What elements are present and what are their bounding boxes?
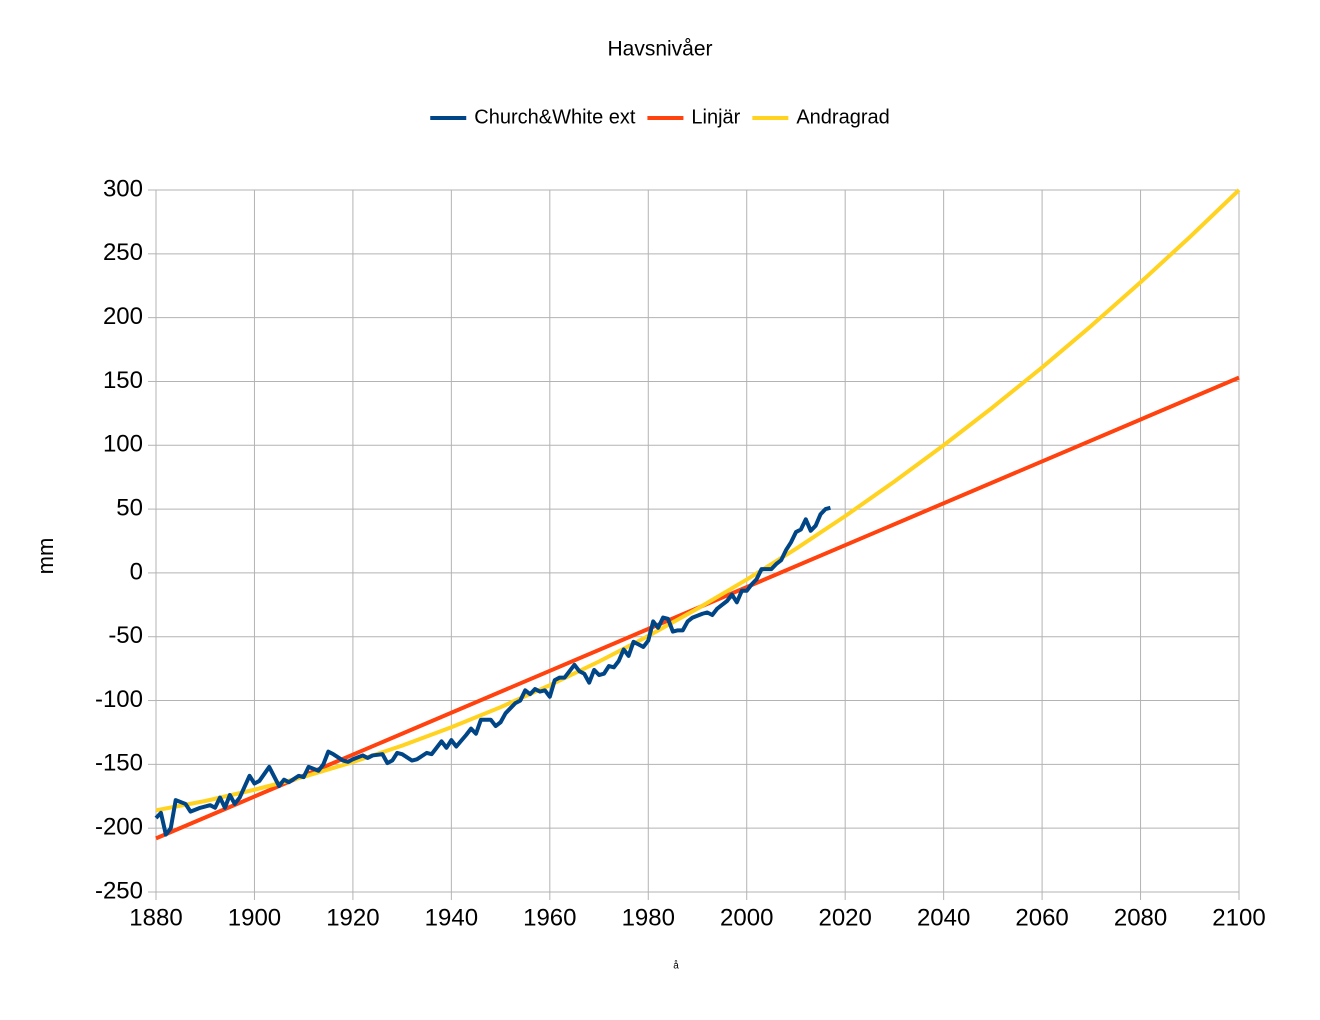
y-tick-label: -150: [95, 750, 143, 777]
x-tick-label: 2080: [1114, 904, 1167, 931]
x-tick-label: 2040: [917, 904, 970, 931]
y-tick-label: 50: [116, 494, 143, 521]
x-tick-label: 1920: [326, 904, 379, 931]
data-line: [155, 188, 1241, 813]
legend-label: Linjär: [691, 106, 740, 128]
y-tick-label: -100: [95, 686, 143, 713]
legend: Church&White ext Linjär Andragrad: [430, 106, 890, 128]
y-tick-label: 0: [130, 558, 143, 585]
x-tick-label: 2060: [1015, 904, 1068, 931]
y-tick-label: 100: [103, 431, 143, 458]
chart-title: Havsnivåer: [607, 38, 712, 61]
x-tick-label: 2100: [1212, 904, 1265, 931]
x-tick-label: 1960: [523, 904, 576, 931]
x-tick-label: 1880: [129, 904, 182, 931]
y-tick-label: -200: [95, 814, 143, 841]
x-tick-label: 2000: [720, 904, 773, 931]
legend-label: Church&White ext: [474, 106, 636, 128]
y-tick-label: 150: [103, 367, 143, 394]
y-tick-label: 300: [103, 175, 143, 202]
x-axis-label: å: [673, 960, 679, 972]
x-tick-label: 1900: [228, 904, 281, 931]
x-tick-label: 1940: [425, 904, 478, 931]
y-tick-label: 200: [103, 303, 143, 330]
legend-label: Andragrad: [796, 106, 889, 128]
x-tick-label: 1980: [622, 904, 675, 931]
y-axis-label: mm: [33, 538, 58, 575]
y-tick-label: 250: [103, 239, 143, 266]
data-line: [154, 505, 831, 837]
y-tick-label: -50: [108, 622, 143, 649]
x-tick-label: 2020: [818, 904, 871, 931]
y-tick-label: -250: [95, 877, 143, 904]
